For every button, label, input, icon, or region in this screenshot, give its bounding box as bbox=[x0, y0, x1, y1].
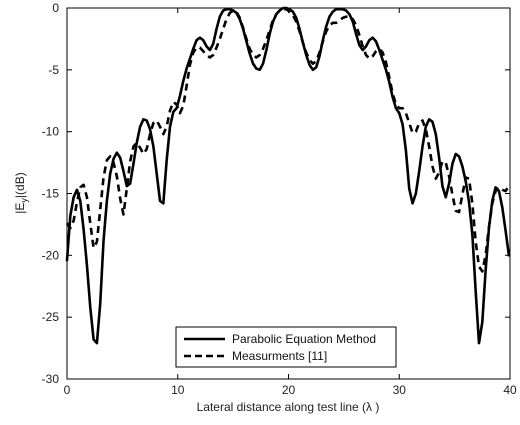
x-tick-label: 0 bbox=[64, 383, 71, 397]
y-tick-label: -25 bbox=[42, 310, 60, 324]
plot-area-frame bbox=[66, 7, 511, 380]
y-tick-label: -10 bbox=[42, 125, 60, 139]
y-tick-label: -20 bbox=[42, 248, 60, 262]
series-layer bbox=[65, 6, 511, 345]
y-tick-label: 0 bbox=[52, 1, 59, 15]
x-tick-label: 20 bbox=[282, 383, 296, 397]
legend: Parabolic Equation Method Measurments [1… bbox=[175, 326, 397, 368]
tick-labels: 0 10 20 30 40 0 -5 -10 -15 -20 -25 -30 bbox=[42, 1, 517, 397]
y-tick-label: -5 bbox=[48, 63, 59, 77]
x-axis-label: Lateral distance along test line (λ ) bbox=[197, 400, 380, 414]
y-tick-label: -15 bbox=[42, 187, 60, 201]
series-line-measurements bbox=[65, 7, 510, 273]
x-tick-label: 10 bbox=[171, 383, 185, 397]
legend-label-pem: Parabolic Equation Method bbox=[232, 332, 376, 346]
series-line-parabolic-equation bbox=[65, 6, 511, 345]
x-tick-label: 30 bbox=[393, 383, 407, 397]
y-axis-label-sub: y bbox=[19, 198, 29, 203]
y-tick-label: -30 bbox=[42, 372, 60, 386]
legend-box bbox=[175, 326, 397, 368]
y-axis-label-tail: |(dB) bbox=[13, 172, 27, 198]
y-axis-label: |Ey|(dB) bbox=[13, 172, 29, 213]
x-tick-label: 40 bbox=[503, 383, 517, 397]
legend-label-measurements: Measurments [11] bbox=[232, 349, 327, 363]
y-axis-label-main: |E bbox=[13, 203, 27, 214]
axis-ticks bbox=[66, 7, 511, 380]
